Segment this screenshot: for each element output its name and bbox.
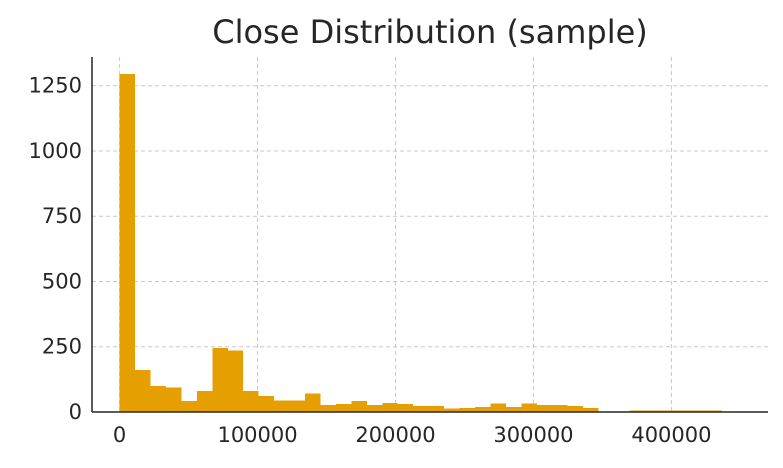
histogram-bar [258, 395, 275, 412]
histogram-bar [474, 406, 491, 412]
histogram-bar [274, 400, 290, 412]
y-axis-ticks: 0 250 500 750 1000 1250 [29, 74, 82, 424]
histogram-bar [165, 387, 182, 412]
histogram-bar [289, 400, 306, 412]
histogram-bar [119, 73, 136, 412]
histogram-bar [351, 401, 367, 412]
y-tick-label: 500 [42, 269, 82, 293]
histogram-bar [196, 391, 213, 412]
histogram-bar [181, 401, 197, 412]
y-tick-label: 250 [42, 335, 82, 359]
histogram-bar [413, 405, 429, 412]
axes [91, 57, 768, 413]
y-tick-label: 750 [42, 204, 82, 228]
histogram-bar [227, 350, 244, 412]
histogram-bar [135, 370, 151, 412]
histogram-bar [521, 403, 537, 412]
histogram-bar [382, 402, 398, 412]
histogram-bar [212, 348, 228, 412]
y-tick-label: 1000 [29, 139, 82, 163]
bars [119, 73, 723, 412]
histogram-bar [366, 404, 383, 412]
x-tick-label: 200000 [355, 423, 435, 447]
histogram-bar [536, 404, 553, 412]
grid-lines [92, 57, 768, 413]
histogram-bar [490, 403, 506, 412]
x-tick-label: 100000 [217, 423, 297, 447]
histogram-bar [444, 408, 460, 412]
histogram-bar [567, 405, 584, 412]
histogram-bar [505, 406, 522, 412]
chart-title: Close Distribution (sample) [212, 13, 648, 51]
histogram-bar [320, 404, 336, 412]
histogram-bar [459, 407, 475, 412]
x-tick-label: 300000 [493, 423, 573, 447]
histogram-bar [397, 404, 414, 412]
y-tick-label: 0 [69, 400, 82, 424]
x-axis-ticks: 0 100000 200000 300000 400000 [113, 423, 712, 447]
y-tick-label: 1250 [29, 74, 82, 98]
histogram-bar [583, 407, 599, 412]
histogram-bar [243, 391, 259, 412]
histogram-bar [428, 405, 445, 412]
histogram-bar [305, 393, 321, 412]
x-tick-label: 400000 [631, 423, 711, 447]
histogram-bar [150, 385, 166, 412]
x-tick-label: 0 [113, 423, 126, 447]
histogram-bar [335, 404, 352, 412]
histogram-bar [552, 404, 568, 412]
